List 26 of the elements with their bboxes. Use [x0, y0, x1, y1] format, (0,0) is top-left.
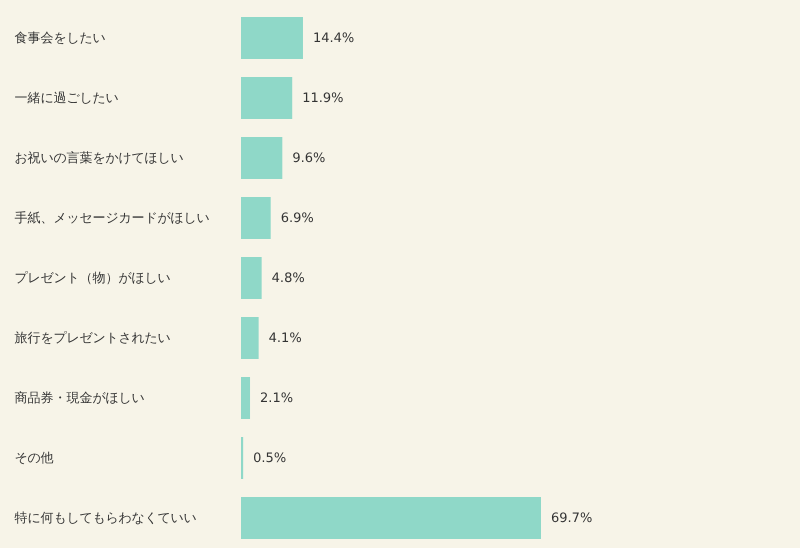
- y-tick-label: プレゼント（物）がほしい: [14, 271, 170, 286]
- data-label: 9.6%: [292, 151, 326, 166]
- bar: [241, 17, 303, 59]
- data-label: 6.9%: [280, 211, 314, 226]
- y-tick-label: 特に何もしてもらわなくていい: [14, 511, 196, 526]
- bar: [241, 317, 259, 359]
- y-tick-label: 手紙、メッセージカードがほしい: [14, 211, 210, 226]
- bar: [241, 257, 262, 299]
- bar: [241, 197, 271, 239]
- y-tick-label: 一緒に過ごしたい: [14, 91, 118, 106]
- data-label: 69.7%: [551, 511, 592, 526]
- data-label: 0.5%: [253, 451, 286, 466]
- y-tick-label: 食事会をしたい: [14, 31, 106, 46]
- data-label: 4.8%: [272, 271, 305, 286]
- bar: [241, 77, 292, 119]
- data-label: 4.1%: [268, 331, 302, 346]
- y-tick-label: お祝いの言葉をかけてほしい: [14, 150, 184, 166]
- bar: [241, 137, 282, 179]
- data-label: 11.9%: [302, 91, 344, 106]
- data-label: 14.4%: [312, 31, 354, 46]
- bar: [241, 377, 250, 419]
- y-tick-label: その他: [14, 451, 54, 466]
- data-label: 2.1%: [260, 391, 294, 406]
- y-tick-label: 旅行をプレゼントされたい: [14, 331, 170, 346]
- y-tick-label: 商品券・現金がほしい: [14, 391, 144, 406]
- bar: [241, 497, 541, 539]
